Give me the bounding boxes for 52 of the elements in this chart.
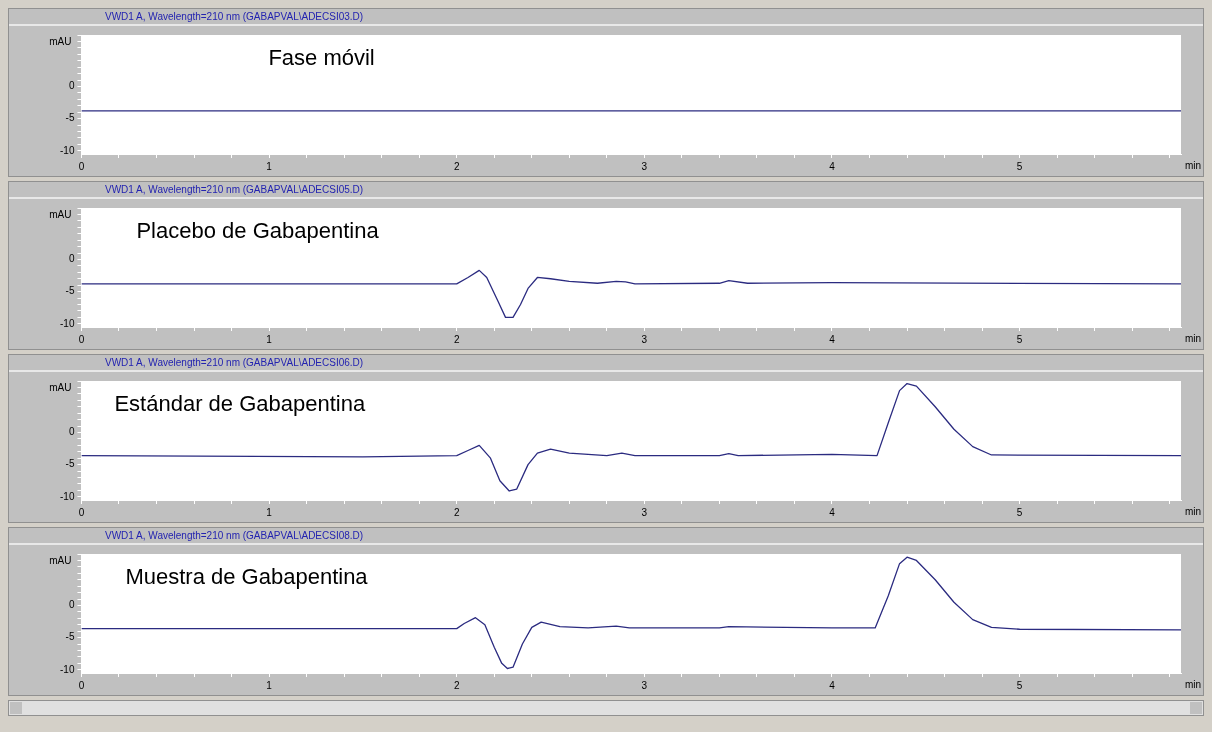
y-tick-label: 0 bbox=[68, 426, 75, 438]
y-tick-label: -5 bbox=[65, 285, 75, 297]
x-tick-label: 1 bbox=[266, 679, 273, 691]
x-tick-label: 4 bbox=[829, 160, 836, 172]
x-tick-label: 0 bbox=[78, 160, 85, 172]
y-axis-title: mAU bbox=[49, 208, 72, 220]
y-tick-label: 0 bbox=[68, 253, 75, 265]
x-axis-title: min bbox=[1184, 332, 1201, 344]
y-tick-label: -10 bbox=[60, 144, 75, 156]
x-tick-label: 1 bbox=[266, 333, 273, 345]
chart-title: VWD1 A, Wavelength=210 nm (GABAPVAL\ADECSI06.D) bbox=[9, 355, 1203, 372]
x-tick-label: 0 bbox=[78, 333, 85, 345]
x-tick-label: 4 bbox=[829, 506, 836, 518]
x-tick-label: 2 bbox=[453, 160, 460, 172]
y-tick-label: -10 bbox=[60, 317, 75, 329]
x-axis-title: min bbox=[1184, 678, 1201, 690]
annotation: Fase móvil bbox=[268, 44, 375, 70]
y-tick-label: -5 bbox=[65, 458, 75, 470]
annotation: Placebo de Gabapentina bbox=[136, 217, 380, 243]
x-tick-label: 5 bbox=[1016, 506, 1023, 518]
chart-title: VWD1 A, Wavelength=210 nm (GABAPVAL\ADECSI05.D) bbox=[9, 182, 1203, 199]
x-tick-label: 3 bbox=[641, 160, 648, 172]
x-tick-label: 4 bbox=[829, 679, 836, 691]
x-tick-label: 2 bbox=[453, 679, 460, 691]
x-axis-title: min bbox=[1184, 159, 1201, 171]
x-tick-label: 0 bbox=[78, 506, 85, 518]
x-tick-label: 1 bbox=[266, 160, 273, 172]
x-tick-label: 1 bbox=[266, 506, 273, 518]
y-tick-label: -5 bbox=[65, 631, 75, 643]
y-axis-title: mAU bbox=[49, 381, 72, 393]
y-tick-label: 0 bbox=[68, 599, 75, 611]
x-tick-label: 5 bbox=[1016, 679, 1023, 691]
y-tick-label: 0 bbox=[68, 80, 75, 92]
x-tick-label: 5 bbox=[1016, 160, 1023, 172]
annotation: Muestra de Gabapentina bbox=[125, 563, 369, 589]
x-tick-label: 3 bbox=[641, 333, 648, 345]
chart-title: VWD1 A, Wavelength=210 nm (GABAPVAL\ADECSI03.D) bbox=[9, 9, 1203, 26]
y-axis-title: mAU bbox=[49, 554, 72, 566]
x-tick-label: 2 bbox=[453, 333, 460, 345]
y-tick-label: -10 bbox=[60, 663, 75, 675]
x-tick-label: 3 bbox=[641, 679, 648, 691]
x-axis-title: min bbox=[1184, 505, 1201, 517]
x-tick-label: 5 bbox=[1016, 333, 1023, 345]
chart-title: VWD1 A, Wavelength=210 nm (GABAPVAL\ADECSI08.D) bbox=[9, 528, 1203, 545]
y-tick-label: -5 bbox=[65, 112, 75, 124]
y-tick-label: -10 bbox=[60, 490, 75, 502]
annotation: Estándar de Gabapentina bbox=[114, 390, 366, 416]
y-axis-title: mAU bbox=[49, 35, 72, 47]
x-tick-label: 4 bbox=[829, 333, 836, 345]
x-tick-label: 3 bbox=[641, 506, 648, 518]
x-tick-label: 0 bbox=[78, 679, 85, 691]
x-tick-label: 2 bbox=[453, 506, 460, 518]
